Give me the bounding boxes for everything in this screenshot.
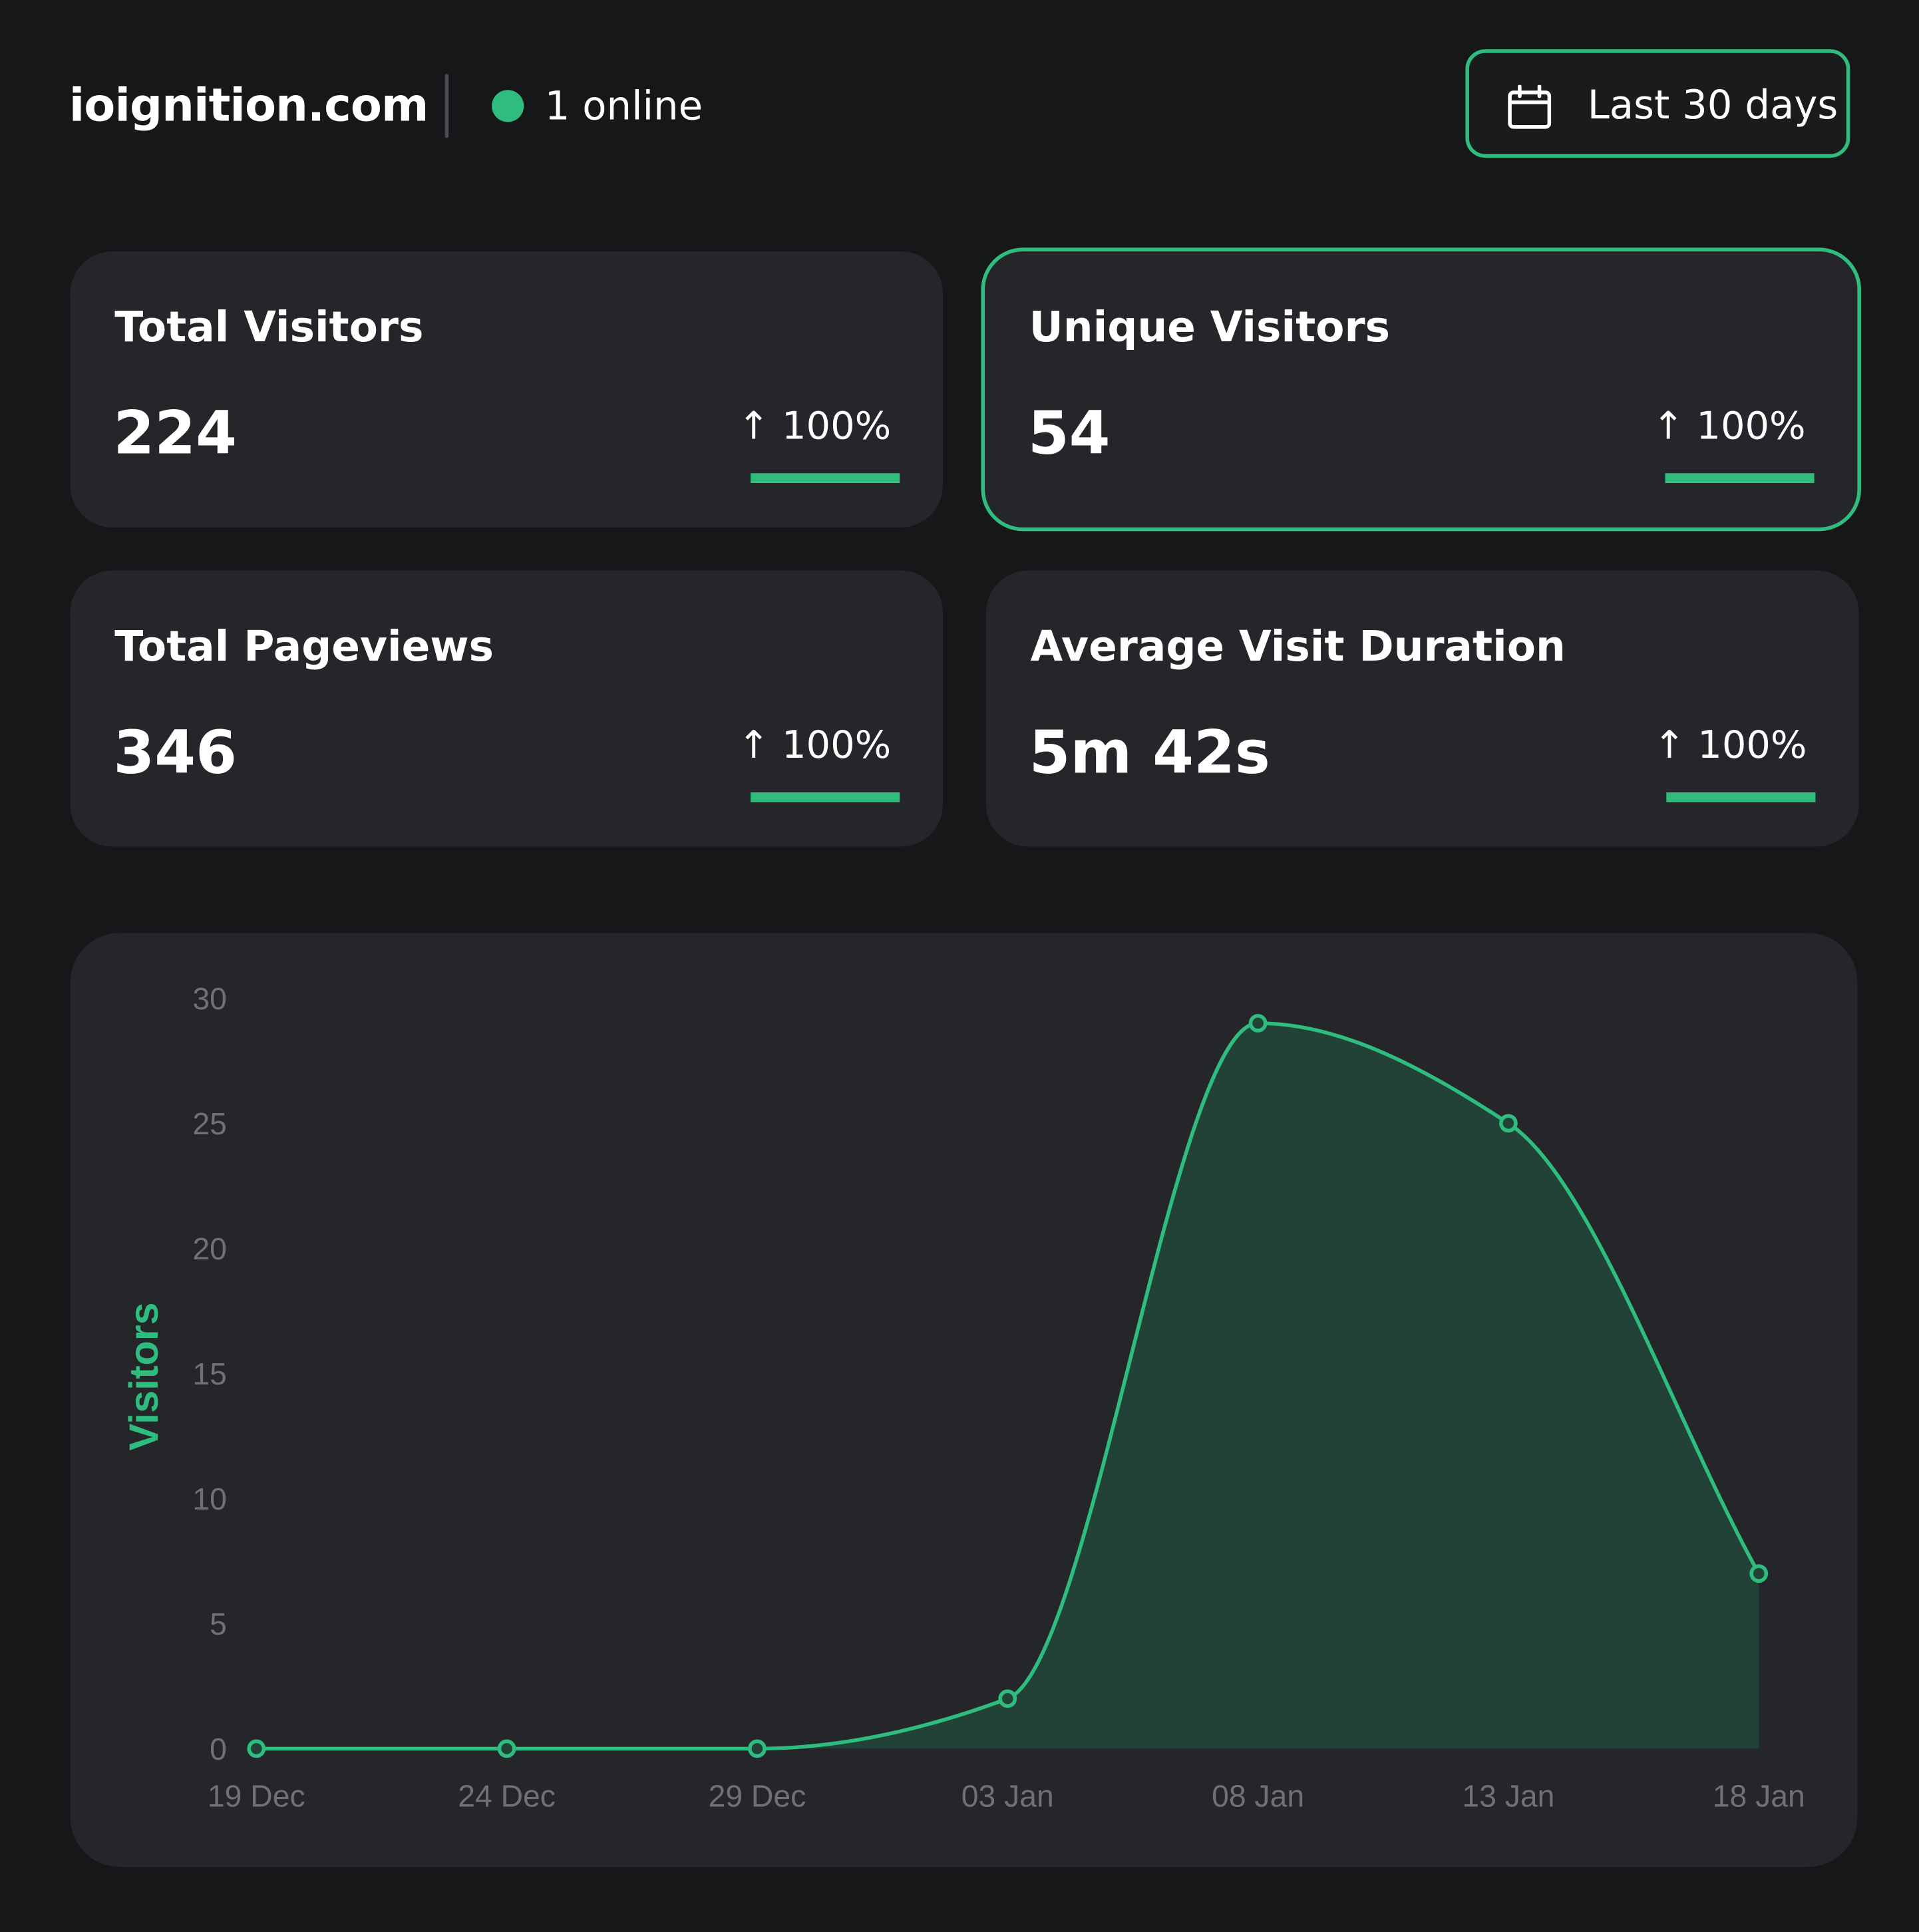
visitors-series-line (256, 1021, 1761, 1751)
x-tick-label: 08 Jan (1212, 1778, 1304, 1813)
data-point (1749, 1564, 1769, 1583)
stat-change: ↑ 100% (1652, 404, 1806, 449)
stat-change: ↑ 100% (737, 723, 892, 768)
y-tick-label: 0 (210, 1732, 227, 1766)
x-tick-label: 03 Jan (961, 1778, 1054, 1813)
y-tick-label: 20 (192, 1231, 227, 1266)
data-point (247, 1739, 266, 1758)
site-name[interactable]: ioignition.com (69, 79, 429, 132)
stat-value: 224 (113, 399, 238, 468)
stat-card-total-visitors[interactable]: Total Visitors 224 ↑ 100% (70, 251, 944, 528)
y-tick-label: 25 (192, 1106, 227, 1141)
data-point (748, 1739, 767, 1758)
date-range-label: Last 30 days (1587, 81, 1838, 128)
stat-change: ↑ 100% (1653, 723, 1807, 768)
stat-value: 54 (1027, 399, 1111, 468)
visitors-area-fill (256, 1023, 1759, 1749)
stat-change: ↑ 100% (737, 404, 892, 449)
data-point (1499, 1114, 1518, 1133)
header-divider (444, 74, 449, 138)
stat-title: Total Pageviews (114, 622, 494, 672)
stat-change-bar (1665, 473, 1815, 484)
stat-card-total-pageviews[interactable]: Total Pageviews 346 ↑ 100% (70, 570, 944, 847)
y-tick-label: 15 (192, 1357, 227, 1391)
y-tick-label: 10 (192, 1482, 227, 1516)
calendar-icon (1508, 84, 1552, 129)
x-tick-label: 19 Dec (208, 1778, 305, 1813)
x-tick-label: 29 Dec (709, 1778, 806, 1813)
stat-change-bar (751, 792, 900, 802)
data-point (998, 1689, 1017, 1708)
visitors-chart-card: 0 5 10 15 20 25 30 19 Dec 24 Dec 29 Dec 03 Jan 08 J… (70, 933, 1858, 1867)
stat-card-unique-visitors[interactable]: Unique Visitors 54 ↑ 100% (981, 247, 1861, 532)
stat-card-average-visit-duration[interactable]: Average Visit Duration 5m 42s ↑ 100% (985, 570, 1859, 847)
online-count: 1 online (544, 82, 703, 130)
online-status-dot-icon (492, 90, 524, 122)
stat-title: Total Visitors (114, 303, 424, 353)
y-tick-label: 30 (192, 981, 227, 1016)
stat-title: Average Visit Duration (1030, 622, 1566, 672)
visitors-chart: 0 5 10 15 20 25 30 19 Dec 24 Dec 29 Dec 03 Jan 08 J… (121, 981, 1805, 1813)
stat-value: 5m 42s (1029, 718, 1270, 788)
stat-change-bar (751, 473, 900, 484)
y-tick-label: 5 (210, 1607, 227, 1641)
stat-title: Unique Visitors (1029, 303, 1391, 353)
data-point (497, 1739, 516, 1758)
data-point (1248, 1014, 1268, 1033)
x-tick-label: 18 Jan (1713, 1778, 1805, 1813)
header: ioignition.com 1 online Last 30 days (69, 49, 1856, 162)
y-axis-label: Visitors (121, 1302, 166, 1450)
stat-value: 346 (113, 718, 238, 788)
x-tick-label: 24 Dec (458, 1778, 556, 1813)
date-range-button[interactable]: Last 30 days (1465, 49, 1850, 158)
stat-change-bar (1666, 792, 1816, 802)
x-tick-label: 13 Jan (1462, 1778, 1554, 1813)
